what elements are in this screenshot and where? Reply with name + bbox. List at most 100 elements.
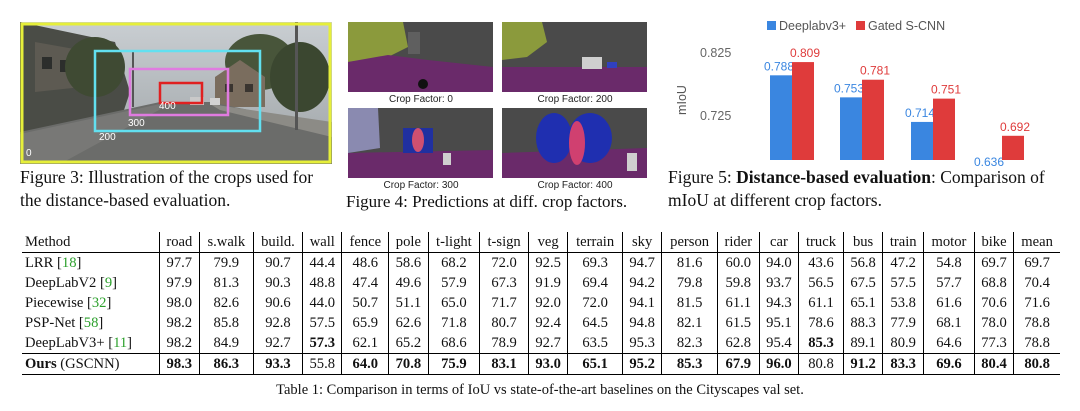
table-cell: 71.8 xyxy=(427,313,480,333)
table-cell: 61.1 xyxy=(798,293,844,313)
table-cell: 57.5 xyxy=(882,273,924,293)
citation-link[interactable]: 11 xyxy=(113,334,128,351)
table-cell: 69.3 xyxy=(567,252,623,273)
tile-label-3: Crop Factor: 400 xyxy=(537,180,613,191)
table-cell: 78.8 xyxy=(1013,313,1060,333)
column-header: road xyxy=(158,232,200,253)
table-1-caption: Table 1: Comparison in terms of IoU vs s… xyxy=(276,382,804,398)
table-cell: 79.9 xyxy=(198,252,254,273)
table-row: DeepLabV3+ [11] 98.2 84.9 92.7 57.3 62.1 65.2 6… xyxy=(22,333,1060,354)
bar-gscnn-2 xyxy=(933,98,955,160)
prediction-tile-2 xyxy=(348,108,493,178)
table-cell: 81.3 xyxy=(198,273,254,293)
figure-5-caption-bold: Distance-based evaluation xyxy=(736,167,931,187)
table-cell: 64.5 xyxy=(567,313,623,333)
column-header: terrain xyxy=(567,232,623,253)
table-cell: 56.5 xyxy=(798,273,844,293)
table-cell: 65.2 xyxy=(388,333,429,354)
column-header: s.walk xyxy=(198,232,254,253)
citation-link[interactable]: 58 xyxy=(83,314,99,331)
table-cell: 61.5 xyxy=(716,313,760,333)
crop-label-300: 300 xyxy=(128,118,145,129)
table-cell: 82.6 xyxy=(198,293,254,313)
table-cell: 78.6 xyxy=(798,313,844,333)
table-cell: 57.7 xyxy=(923,273,975,293)
table-cell: 93.3 xyxy=(252,353,303,375)
table-cell: 91.2 xyxy=(842,353,883,375)
table-cell: 95.4 xyxy=(758,333,799,354)
table-cell: 77.9 xyxy=(882,313,924,333)
crop-label-400: 400 xyxy=(159,101,176,112)
table-cell: 80.9 xyxy=(882,333,924,354)
table-cell: 83.1 xyxy=(479,353,529,375)
y-tick-0825: 0.825 xyxy=(700,46,731,60)
table-cell: 67.9 xyxy=(716,353,760,375)
bar-gscnn-3 xyxy=(1002,135,1024,160)
data-label-gscnn-2: 0.751 xyxy=(931,83,961,97)
column-header: pole xyxy=(388,232,429,253)
figure-3: 0 200 300 400 xyxy=(20,22,332,164)
table-cell: 65.9 xyxy=(341,313,389,333)
table-cell: 95.1 xyxy=(758,313,799,333)
table-cell: 57.9 xyxy=(427,273,480,293)
method-name: PSP-Net xyxy=(25,314,76,331)
table-cell: 93.0 xyxy=(527,353,568,375)
citation-link[interactable]: 32 xyxy=(91,294,107,311)
column-header: bus xyxy=(842,232,883,253)
citation-link[interactable]: 18 xyxy=(61,254,77,271)
column-header: veg xyxy=(527,232,568,253)
table-cell: 92.4 xyxy=(527,313,568,333)
tile-label-0: Crop Factor: 0 xyxy=(389,94,453,105)
table-cell: 70.8 xyxy=(388,353,429,375)
tile-label-2: Crop Factor: 300 xyxy=(383,180,459,191)
table-cell: 51.1 xyxy=(388,293,429,313)
table-cell: 94.0 xyxy=(758,252,799,273)
table-cell: 48.6 xyxy=(341,252,389,273)
table-cell: 91.9 xyxy=(527,273,568,293)
column-header: motor xyxy=(923,232,975,253)
table-cell: 47.2 xyxy=(882,252,924,273)
table-row: PSP-Net [58] 98.2 85.8 92.8 57.5 65.9 62.6 71.8… xyxy=(22,313,1060,333)
table-cell: 82.3 xyxy=(661,333,718,354)
table-cell: 96.0 xyxy=(758,353,799,375)
method-name-cell: Ours (GSCNN) xyxy=(22,353,160,375)
data-label-gscnn-1: 0.781 xyxy=(860,64,890,78)
table-cell: 67.5 xyxy=(842,273,883,293)
legend-swatch-gscnn xyxy=(856,21,865,30)
figure-5-caption: Figure 5: Distance-based evaluation: Com… xyxy=(668,166,1078,212)
table-row: Piecewise [32] 98.0 82.6 90.6 44.0 50.7 51.1 65… xyxy=(22,293,1060,313)
citation-link[interactable]: 9 xyxy=(104,274,113,291)
table-cell: 94.7 xyxy=(621,252,662,273)
method-name-cell: DeepLabV3+ [11] xyxy=(25,334,132,351)
column-header: fence xyxy=(341,232,389,253)
table-cell: 94.2 xyxy=(621,273,662,293)
column-header: sky xyxy=(621,232,662,253)
column-header: t-light xyxy=(427,232,480,253)
table-cell: 65.1 xyxy=(567,353,623,375)
results-table: Method road s.walk build. wall fence pole t-lig… xyxy=(22,232,1060,375)
table-row: LRR [18] 97.7 79.9 90.7 44.4 48.6 58.6 68.2 72.0… xyxy=(22,252,1060,273)
table-cell: 95.2 xyxy=(621,353,662,375)
column-header: bike xyxy=(973,232,1014,253)
figure-3-caption-prefix: Figure 3: xyxy=(20,167,84,187)
method-name-cell: Piecewise [32] xyxy=(25,294,112,311)
prediction-tile-3 xyxy=(502,108,647,178)
method-name: DeepLabV2 xyxy=(25,274,97,291)
table-cell: 61.1 xyxy=(716,293,760,313)
table-cell: 83.3 xyxy=(882,353,924,375)
table-cell: 79.8 xyxy=(661,273,718,293)
table-cell: 85.3 xyxy=(661,353,718,375)
table-cell: 82.1 xyxy=(661,313,718,333)
table-header-row: Method road s.walk build. wall fence pole t-lig… xyxy=(22,232,1060,253)
table-cell: 78.0 xyxy=(973,313,1014,333)
figure-3-caption-text: Illustration of the crops used for the d… xyxy=(20,167,314,210)
method-name: LRR xyxy=(25,254,54,271)
table-cell: 85.8 xyxy=(198,313,254,333)
legend-label-gscnn: Gated S-CNN xyxy=(868,19,945,33)
table-cell: 80.7 xyxy=(479,313,529,333)
table-cell: 78.9 xyxy=(479,333,529,354)
table-row: DeepLabV2 [9] 97.9 81.3 90.3 48.8 47.4 49.6 57.… xyxy=(22,273,1060,293)
column-header: car xyxy=(758,232,799,253)
table-cell: 98.2 xyxy=(158,333,200,354)
method-name-cell: LRR [18] xyxy=(25,254,82,271)
